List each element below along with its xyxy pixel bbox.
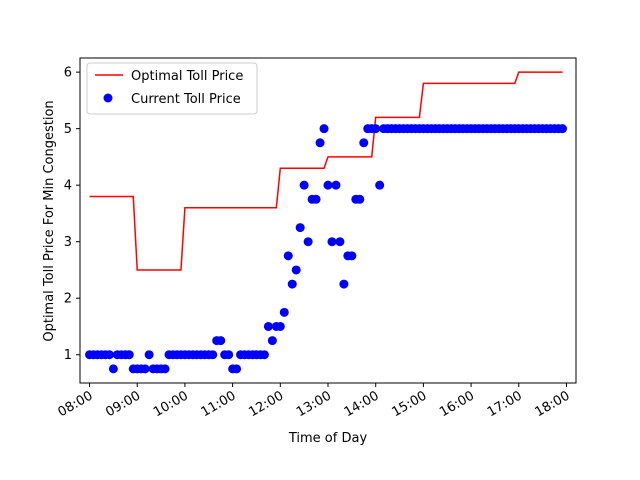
scatter-point-current-toll-price [259, 350, 269, 360]
scatter-point-current-toll-price [323, 180, 333, 190]
scatter-point-current-toll-price [335, 237, 345, 247]
scatter-point-current-toll-price [327, 237, 337, 247]
scatter-point-current-toll-price [557, 124, 567, 134]
scatter-point-current-toll-price [144, 350, 154, 360]
legend-swatch-current-marker [103, 93, 113, 103]
scatter-point-current-toll-price [303, 237, 313, 247]
y-tick-label: 1 [64, 348, 72, 363]
scatter-point-current-toll-price [224, 350, 234, 360]
scatter-point-current-toll-price [232, 364, 242, 374]
scatter-point-current-toll-price [279, 307, 289, 317]
scatter-point-current-toll-price [315, 138, 325, 148]
scatter-point-current-toll-price [331, 180, 341, 190]
scatter-point-current-toll-price [291, 265, 301, 275]
scatter-point-current-toll-price [267, 336, 277, 346]
scatter-point-current-toll-price [347, 251, 357, 261]
scatter-point-current-toll-price [355, 194, 365, 204]
scatter-point-current-toll-price [339, 279, 349, 289]
y-tick-label: 6 [64, 66, 72, 81]
scatter-point-current-toll-price [208, 350, 218, 360]
scatter-point-current-toll-price [375, 180, 385, 190]
series-line-optimal-toll-price [89, 71, 563, 271]
legend-label-optimal: Optimal Toll Price [131, 69, 243, 84]
scatter-point-current-toll-price [160, 364, 170, 374]
scatter-point-current-toll-price [295, 223, 305, 233]
scatter-point-current-toll-price [275, 321, 285, 331]
y-tick-label: 3 [64, 235, 72, 250]
y-tick-label: 2 [64, 292, 72, 307]
x-axis-label: Time of Day [288, 431, 368, 446]
scatter-point-current-toll-price [140, 364, 150, 374]
legend-box [86, 62, 258, 115]
scatter-point-current-toll-price [104, 350, 114, 360]
legend: Optimal Toll Price Current Toll Price [86, 62, 258, 115]
y-axis-label: Optimal Toll Price For Min Congestion [42, 100, 57, 341]
scatter-point-current-toll-price [359, 138, 369, 148]
y-tick-label: 5 [64, 122, 72, 137]
scatter-point-current-toll-price [283, 251, 293, 261]
scatter-point-current-toll-price [311, 194, 321, 204]
y-tick-label: 4 [64, 179, 72, 194]
scatter-point-current-toll-price [371, 124, 381, 134]
scatter-point-current-toll-price [216, 336, 226, 346]
plot-area [85, 71, 567, 374]
scatter-point-current-toll-price [299, 180, 309, 190]
legend-label-current: Current Toll Price [131, 92, 241, 107]
scatter-point-current-toll-price [263, 321, 273, 331]
scatter-point-current-toll-price [108, 364, 118, 374]
y-axis: 1 2 3 4 5 6 [64, 66, 80, 363]
scatter-point-current-toll-price [124, 350, 134, 360]
scatter-point-current-toll-price [319, 124, 329, 134]
scatter-point-current-toll-price [287, 279, 297, 289]
